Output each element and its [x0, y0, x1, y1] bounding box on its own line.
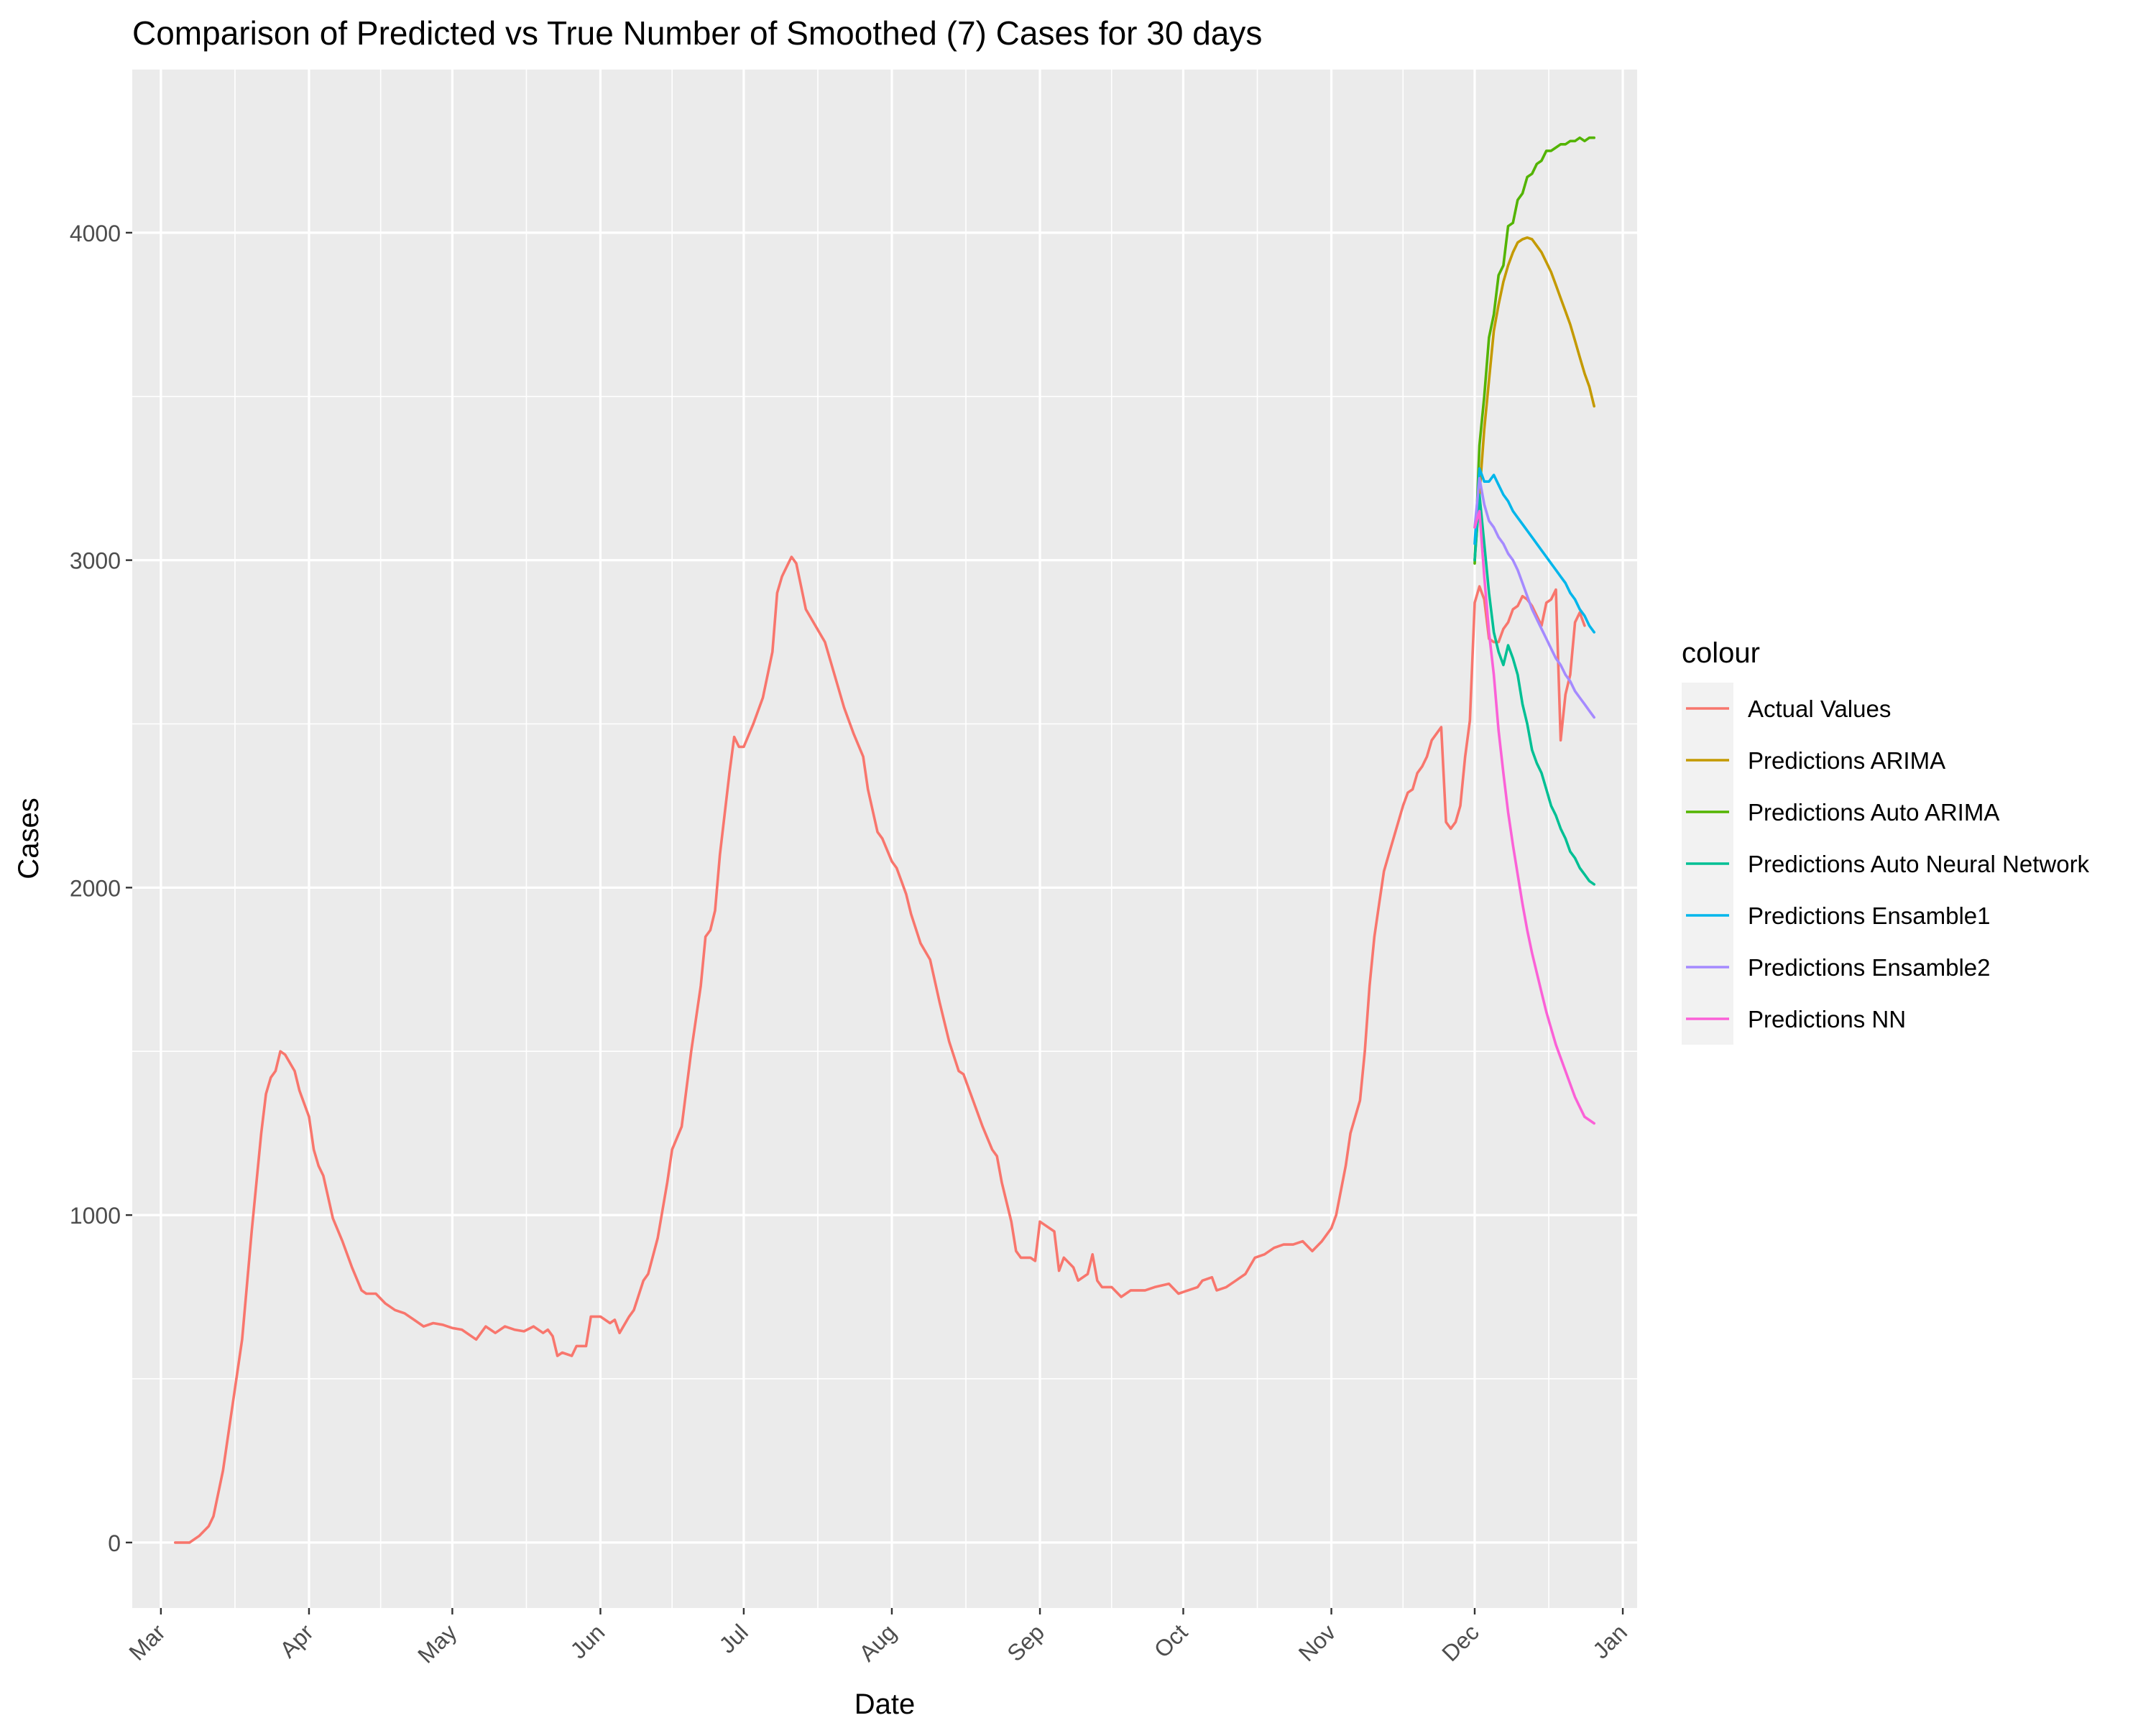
- legend-items: Actual Values Predictions ARIMA Prediction…: [1686, 696, 2090, 1032]
- y-axis-label: Cases: [13, 798, 45, 879]
- grid-minor: [132, 68, 1637, 1608]
- series-line: [1473, 476, 1595, 719]
- series-line: [1473, 493, 1595, 886]
- legend-label: Actual Values: [1748, 696, 1891, 722]
- y-tick-label: 3000: [70, 548, 121, 574]
- y-tick-label: 4000: [70, 221, 121, 246]
- legend-label: Predictions NN: [1748, 1006, 1906, 1032]
- legend-label: Predictions Auto ARIMA: [1748, 799, 1999, 826]
- grid-major: [132, 69, 1637, 1608]
- series-line: [174, 555, 1586, 1544]
- series-line: [1473, 236, 1595, 562]
- x-axis-label: Date: [854, 1688, 916, 1720]
- plot-panel: [132, 69, 1637, 1608]
- series-line: [1473, 467, 1595, 634]
- y-tick-label: 1000: [70, 1203, 121, 1229]
- y-axis: 0 1000 2000 3000 4000: [70, 221, 132, 1556]
- y-tick-label: 2000: [70, 875, 121, 901]
- legend: colour Actual Values Predictions ARIMA Pre…: [1682, 637, 2090, 1045]
- legend-label: Predictions Ensamble1: [1748, 902, 1991, 929]
- series-line: [1473, 136, 1595, 565]
- series-layer: [174, 136, 1595, 1544]
- chart-title: Comparison of Predicted vs True Number o…: [132, 14, 1262, 52]
- series-line: [1473, 509, 1595, 1125]
- legend-label: Predictions Auto Neural Network: [1748, 851, 2090, 877]
- legend-label: Predictions Ensamble2: [1748, 954, 1991, 981]
- legend-label: Predictions ARIMA: [1748, 747, 1945, 774]
- y-tick-label: 0: [108, 1530, 121, 1556]
- legend-title: colour: [1682, 637, 1760, 669]
